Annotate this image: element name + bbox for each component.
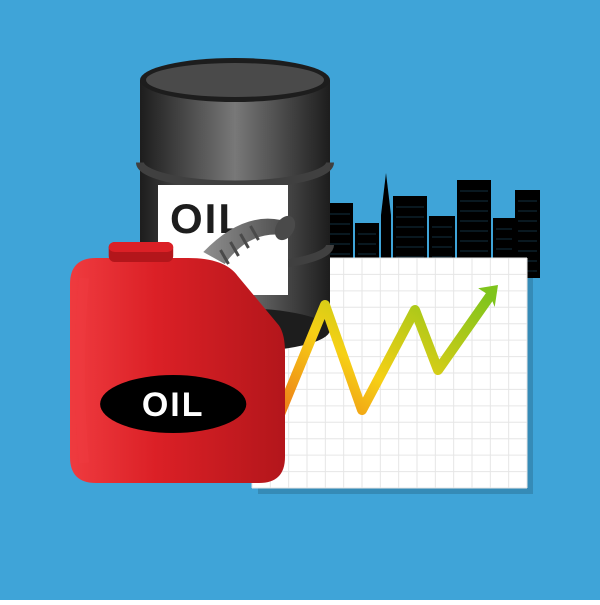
gas-can-label: OIL <box>142 386 205 424</box>
oil-infographic: OIL OIL <box>0 0 600 600</box>
infographic-svg: OIL OIL <box>0 0 600 600</box>
